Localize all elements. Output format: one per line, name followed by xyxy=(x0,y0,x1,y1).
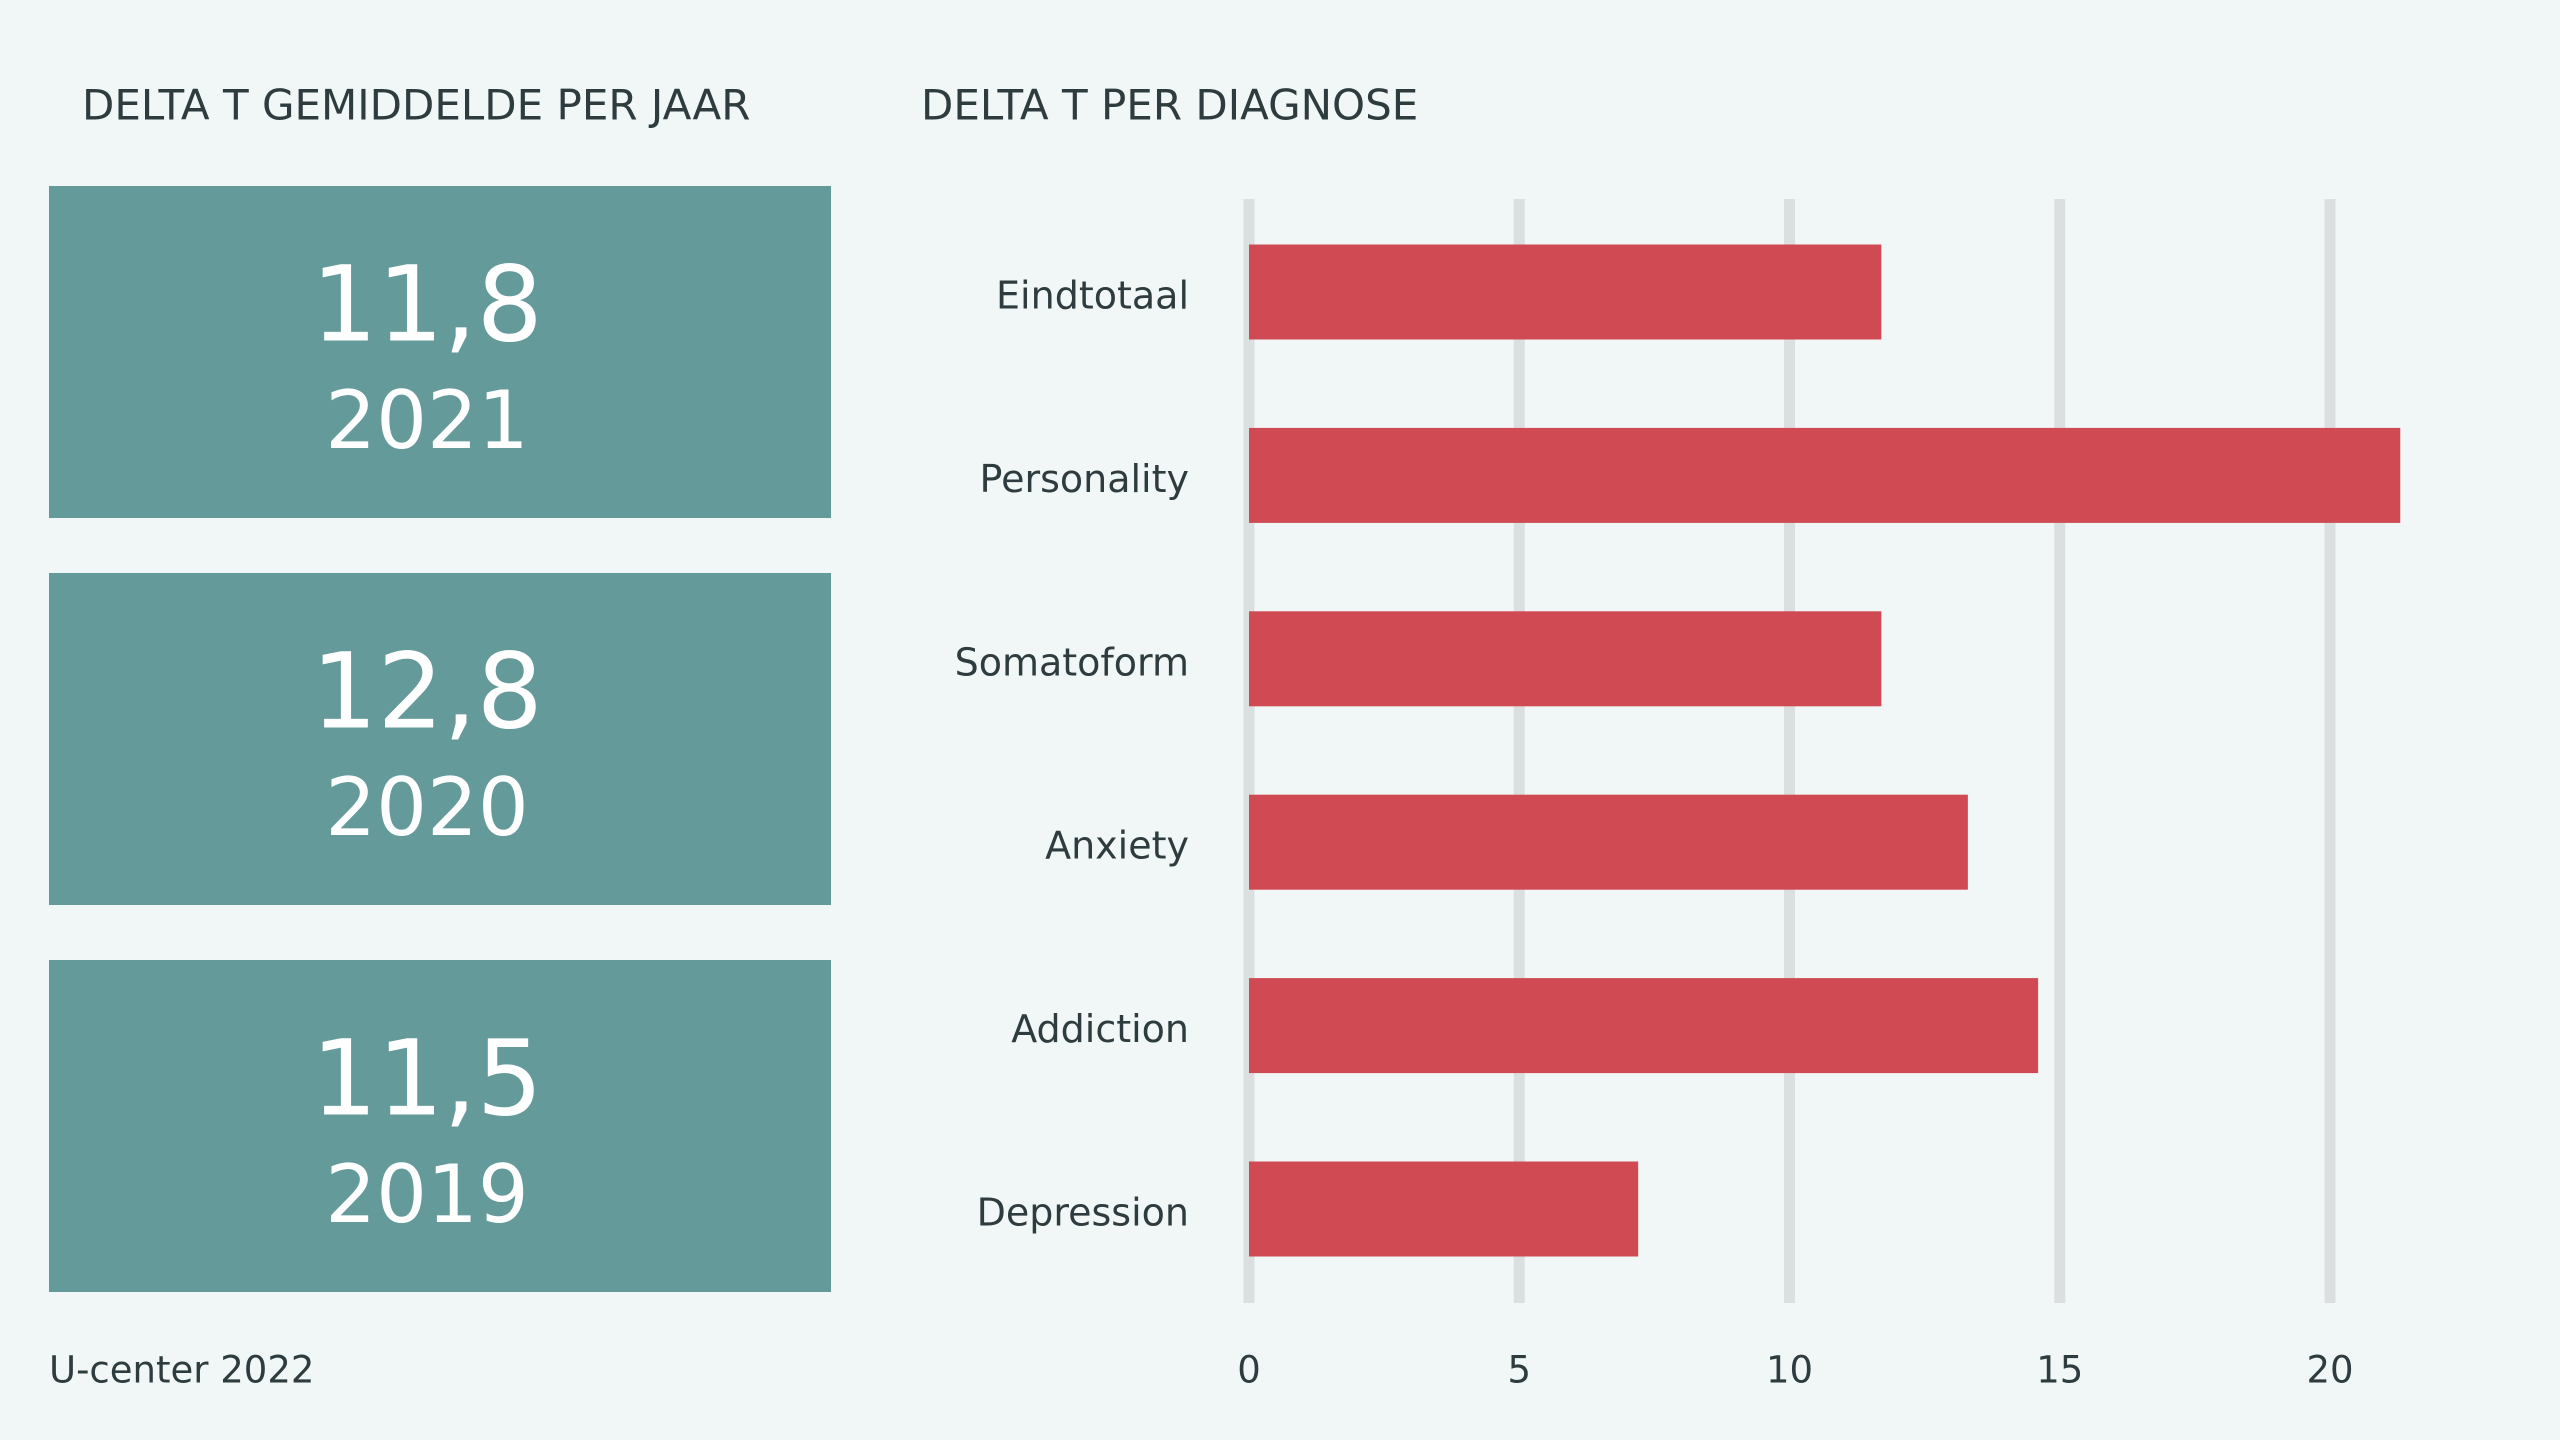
card-year: 2021 xyxy=(325,374,529,467)
bar xyxy=(1249,978,2039,1074)
x-tick-label: 15 xyxy=(2036,1349,2083,1392)
x-tick-label: 20 xyxy=(2306,1349,2353,1392)
x-tick-label: 5 xyxy=(1507,1349,1531,1392)
bar xyxy=(1249,1161,1639,1257)
y-tick-label: Personality xyxy=(980,457,1189,501)
year-card xyxy=(49,186,831,518)
footer: U-center 2022 xyxy=(49,1349,314,1392)
card-value: 11,8 xyxy=(311,243,543,365)
card-year: 2019 xyxy=(325,1148,529,1241)
card-value: 11,5 xyxy=(311,1017,543,1139)
x-tick-label: 0 xyxy=(1237,1349,1261,1392)
x-tick-label: 10 xyxy=(1766,1349,1813,1392)
year-card xyxy=(49,573,831,905)
cards-title: DELTA T GEMIDDELDE PER JAAR xyxy=(82,81,750,130)
chart-title: DELTA T PER DIAGNOSE xyxy=(921,81,1418,130)
card-year: 2020 xyxy=(325,761,529,854)
bar xyxy=(1249,244,1882,340)
card-value: 12,8 xyxy=(311,630,543,752)
y-tick-label: Eindtotaal xyxy=(996,274,1189,318)
y-tick-label: Somatoform xyxy=(955,640,1189,684)
y-tick-label: Depression xyxy=(977,1191,1189,1235)
bar xyxy=(1249,427,2401,523)
year-card xyxy=(49,960,831,1292)
y-tick-label: Addiction xyxy=(1011,1007,1189,1051)
y-tick-label: Anxiety xyxy=(1045,824,1189,868)
bar xyxy=(1249,794,1968,890)
bar xyxy=(1249,611,1882,707)
